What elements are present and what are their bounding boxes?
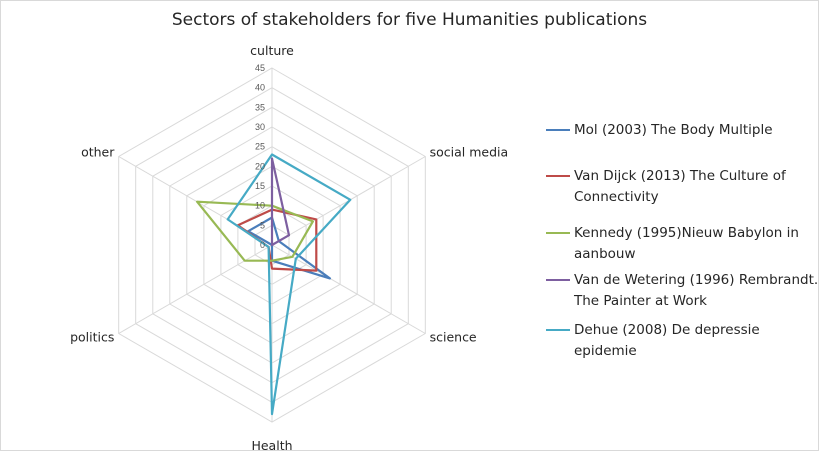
category-label: other [81,145,115,160]
legend-swatch [546,279,570,281]
legend-swatch [546,129,570,131]
category-label: Health [251,438,292,451]
category-label: social media [430,145,509,160]
category-label: culture [250,43,294,58]
legend-label: Kennedy (1995)Nieuw Babylon in aanbouw [574,225,799,262]
legend-label: Van Dijck (2013) The Culture of Connecti… [574,168,786,205]
grid-spoke [118,244,273,334]
series-line [270,157,291,247]
tick-label: 0 [260,240,265,250]
category-label: science [430,330,477,345]
tick-label: 5 [260,220,265,230]
legend-label: Van de Wetering (1996) Rembrandt. The Pa… [574,272,819,309]
tick-label: 20 [255,161,265,171]
series-line [196,200,314,262]
tick-label: 30 [255,122,265,132]
chart-title: Sectors of stakeholders for five Humanit… [171,10,648,30]
category-label: politics [70,330,114,345]
tick-label: 40 [255,83,265,93]
tick-label: 25 [255,142,265,152]
tick-label: 10 [255,201,265,211]
series-line [226,153,352,416]
legend-label: Mol (2003) The Body Multiple [574,122,773,138]
tick-label: 35 [255,102,265,112]
grid-spoke [271,244,426,334]
legend-swatch [546,175,570,177]
tick-label: 15 [255,181,265,191]
legend-swatch [546,232,570,234]
legend-swatch [546,329,570,331]
legend-label: Dehue (2008) De depressie epidemie [574,322,760,359]
tick-label: 45 [255,63,265,73]
